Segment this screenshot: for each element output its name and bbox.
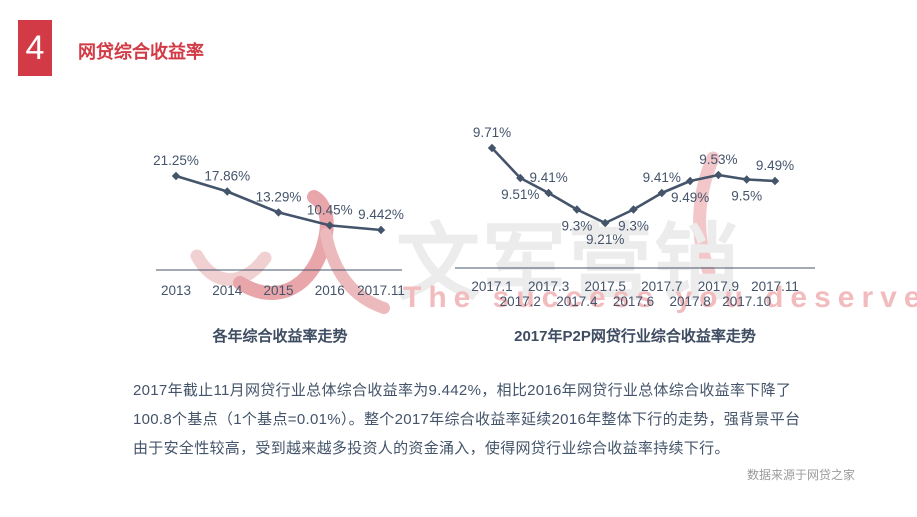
data-point-marker	[487, 143, 497, 153]
monthly-yield-figure: 9.71% 2017.1 9.51% 2017.2 9.41% 2017.3 9.3% 201…	[450, 115, 820, 346]
x-axis-tick-label: 2017.5	[585, 279, 626, 294]
x-axis-tick-label: 2017.4	[556, 294, 598, 309]
x-axis-tick-label: 2017.10	[722, 294, 771, 309]
x-axis-tick-label: 2015	[263, 283, 293, 298]
data-point-label: 21.25%	[153, 153, 199, 168]
data-point-label: 9.41%	[529, 170, 567, 185]
data-point-marker	[274, 208, 283, 217]
x-axis-tick-label: 2017.7	[641, 279, 682, 294]
data-point-label: 9.3%	[618, 219, 649, 234]
monthly-yield-line-chart: 9.71% 2017.1 9.51% 2017.2 9.41% 2017.3 9.3% 201…	[455, 125, 815, 309]
data-point-label: 9.53%	[699, 152, 737, 167]
data-point-marker	[601, 218, 610, 228]
data-point-label: 9.49%	[671, 190, 709, 205]
data-point-marker	[171, 171, 181, 181]
x-axis-tick-label: 2017.6	[613, 294, 654, 309]
x-axis-tick-label: 2013	[161, 283, 191, 298]
analysis-line: 2017年截止11月网贷行业总体综合收益率为9.442%，相比2016年网贷行业…	[133, 382, 792, 399]
data-source-note: 数据来源于网贷之家	[746, 468, 855, 482]
data-point-label: 9.49%	[756, 158, 794, 173]
data-point-marker	[770, 176, 780, 186]
analysis-line: 由于安全性较高，受到越来越多投资人的资金涌入，使得网贷行业综合收益率持续下行。	[133, 440, 730, 457]
monthly-chart-caption: 2017年P2P网贷行业综合收益率走势	[514, 328, 756, 345]
data-point-label: 9.41%	[643, 170, 681, 185]
x-axis-tick-label: 2017.8	[669, 294, 710, 309]
x-axis-tick-label: 2014	[212, 283, 243, 298]
data-point-marker	[685, 176, 695, 186]
data-point-marker	[376, 225, 386, 235]
data-point-marker	[325, 221, 334, 230]
x-axis-tick-label: 2016	[315, 283, 345, 298]
data-point-label: 9.5%	[731, 189, 762, 204]
analysis-line: 100.8个基点（1个基点=0.01%）。整个2017年综合收益率延续2016年…	[133, 411, 801, 428]
x-axis-tick-label: 2017.11	[357, 283, 405, 298]
data-point-label: 13.29%	[256, 189, 302, 204]
annual-yield-line-chart: 21.25% 2013 17.86% 2014 13.29% 2015 10.45% 2016…	[153, 153, 405, 298]
x-axis-tick-label: 2017.3	[528, 279, 569, 294]
data-point-marker	[742, 175, 751, 184]
data-point-label: 9.3%	[562, 219, 593, 234]
x-axis-tick-label: 2017.1	[471, 279, 512, 294]
data-point-label: 9.21%	[586, 232, 624, 247]
data-point-label: 10.45%	[307, 202, 353, 217]
analysis-paragraph: 2017年截止11月网贷行业总体综合收益率为9.442%，相比2016年网贷行业…	[133, 376, 823, 463]
data-point-label: 9.442%	[358, 207, 404, 222]
data-point-marker	[223, 187, 232, 196]
x-axis-tick-label: 2017.2	[500, 294, 541, 309]
annual-chart-caption: 各年综合收益率走势	[212, 328, 348, 345]
page-title: 网贷综合收益率	[78, 42, 204, 62]
data-point-label: 9.71%	[473, 125, 511, 140]
x-axis-tick-label: 2017.11	[751, 279, 799, 294]
data-point-marker	[714, 170, 723, 180]
data-point-label: 9.51%	[501, 187, 539, 202]
section-number-badge: 4	[18, 20, 52, 76]
annual-yield-figure: 21.25% 2013 17.86% 2014 13.29% 2015 10.45% 2016…	[140, 145, 420, 346]
data-point-label: 17.86%	[204, 169, 250, 184]
x-axis-tick-label: 2017.9	[698, 279, 739, 294]
data-point-marker	[629, 205, 638, 214]
